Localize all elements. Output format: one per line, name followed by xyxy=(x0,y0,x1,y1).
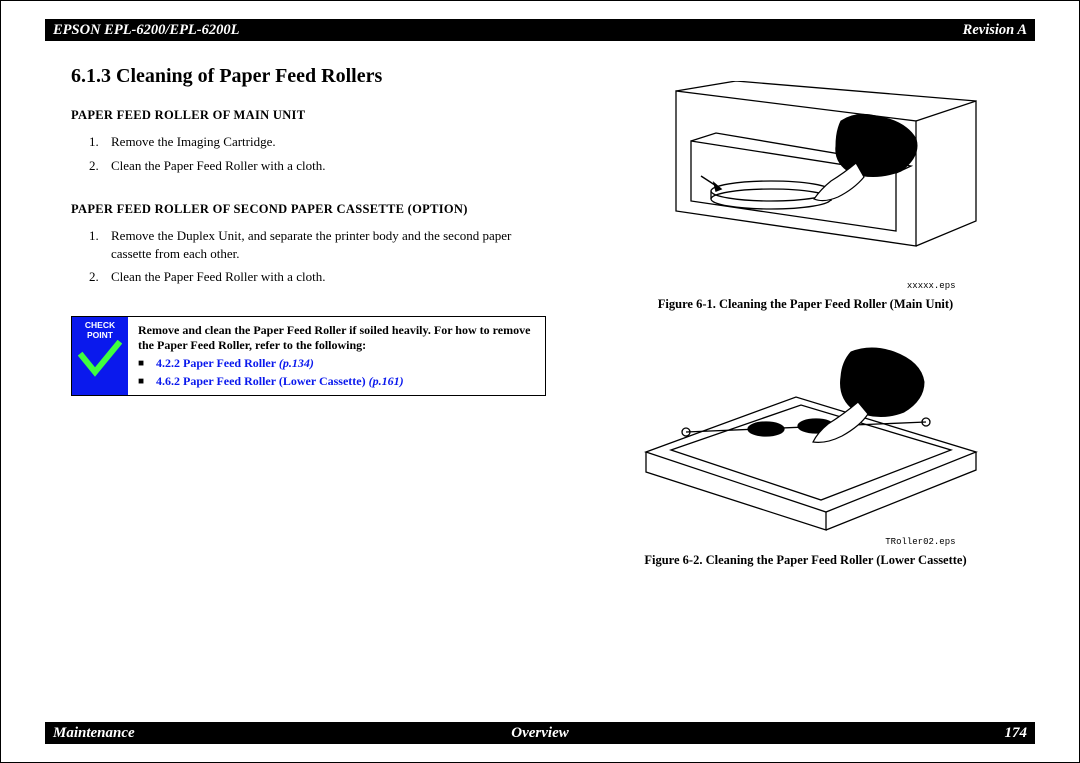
checkmark-icon xyxy=(78,340,122,378)
footer-center: Overview xyxy=(511,725,568,742)
step-text: Remove the Imaging Cartridge. xyxy=(111,133,551,151)
step-item: 1. Remove the Imaging Cartridge. xyxy=(89,133,551,151)
checkpoint-label-2: POINT xyxy=(87,331,113,341)
checkpoint-link[interactable]: 4.2.2 Paper Feed Roller (p.134) xyxy=(156,356,314,372)
figure-1-eps: xxxxx.eps xyxy=(616,281,996,291)
figure-2-illustration xyxy=(616,332,996,532)
bullet-icon: ■ xyxy=(138,374,156,390)
checkpoint-link[interactable]: 4.6.2 Paper Feed Roller (Lower Cassette)… xyxy=(156,374,404,390)
checkpoint-intro: Remove and clean the Paper Feed Roller i… xyxy=(138,323,537,354)
figure-2-caption: Figure 6-2. Cleaning the Paper Feed Roll… xyxy=(616,553,996,568)
header-right: Revision A xyxy=(963,22,1027,39)
step-number: 1. xyxy=(89,227,111,262)
figure-2: TRoller02.eps Figure 6-2. Cleaning the P… xyxy=(616,312,996,568)
header-bar: EPSON EPL-6200/EPL-6200L Revision A xyxy=(45,19,1035,41)
steps-second-cassette: 1. Remove the Duplex Unit, and separate … xyxy=(89,227,551,286)
left-column: 6.1.3 Cleaning of Paper Feed Rollers PAP… xyxy=(71,51,566,712)
section-title: 6.1.3 Cleaning of Paper Feed Rollers xyxy=(71,65,551,88)
step-text: Clean the Paper Feed Roller with a cloth… xyxy=(111,268,551,286)
subheading-main-unit: PAPER FEED ROLLER OF MAIN UNIT xyxy=(71,108,551,123)
header-left: EPSON EPL-6200/EPL-6200L xyxy=(53,22,239,39)
figure-1-illustration xyxy=(616,81,996,276)
page-content: 6.1.3 Cleaning of Paper Feed Rollers PAP… xyxy=(71,51,1035,712)
checkpoint-box: CHECK POINT Remove and clean the Paper F… xyxy=(71,316,546,396)
step-number: 2. xyxy=(89,268,111,286)
step-number: 2. xyxy=(89,157,111,175)
steps-main-unit: 1. Remove the Imaging Cartridge. 2. Clea… xyxy=(89,133,551,174)
step-item: 2. Clean the Paper Feed Roller with a cl… xyxy=(89,268,551,286)
step-item: 1. Remove the Duplex Unit, and separate … xyxy=(89,227,551,262)
step-number: 1. xyxy=(89,133,111,151)
checkpoint-link-row: ■ 4.2.2 Paper Feed Roller (p.134) xyxy=(138,356,537,372)
footer-left: Maintenance xyxy=(53,725,135,742)
bullet-icon: ■ xyxy=(138,356,156,372)
footer-bar: Maintenance Overview 174 xyxy=(45,722,1035,744)
figure-1-caption: Figure 6-1. Cleaning the Paper Feed Roll… xyxy=(616,297,996,312)
step-item: 2. Clean the Paper Feed Roller with a cl… xyxy=(89,157,551,175)
checkpoint-text: Remove and clean the Paper Feed Roller i… xyxy=(128,317,545,395)
step-text: Clean the Paper Feed Roller with a cloth… xyxy=(111,157,551,175)
subheading-second-cassette: PAPER FEED ROLLER OF SECOND PAPER CASSET… xyxy=(71,202,551,217)
figure-2-eps: TRoller02.eps xyxy=(616,537,996,547)
step-text: Remove the Duplex Unit, and separate the… xyxy=(111,227,551,262)
figure-1: xxxxx.eps Figure 6-1. Cleaning the Paper… xyxy=(616,81,996,312)
right-column: xxxxx.eps Figure 6-1. Cleaning the Paper… xyxy=(566,51,1035,712)
checkpoint-link-row: ■ 4.6.2 Paper Feed Roller (Lower Cassett… xyxy=(138,374,537,390)
footer-right: 174 xyxy=(1005,725,1028,742)
checkpoint-icon: CHECK POINT xyxy=(72,317,128,395)
